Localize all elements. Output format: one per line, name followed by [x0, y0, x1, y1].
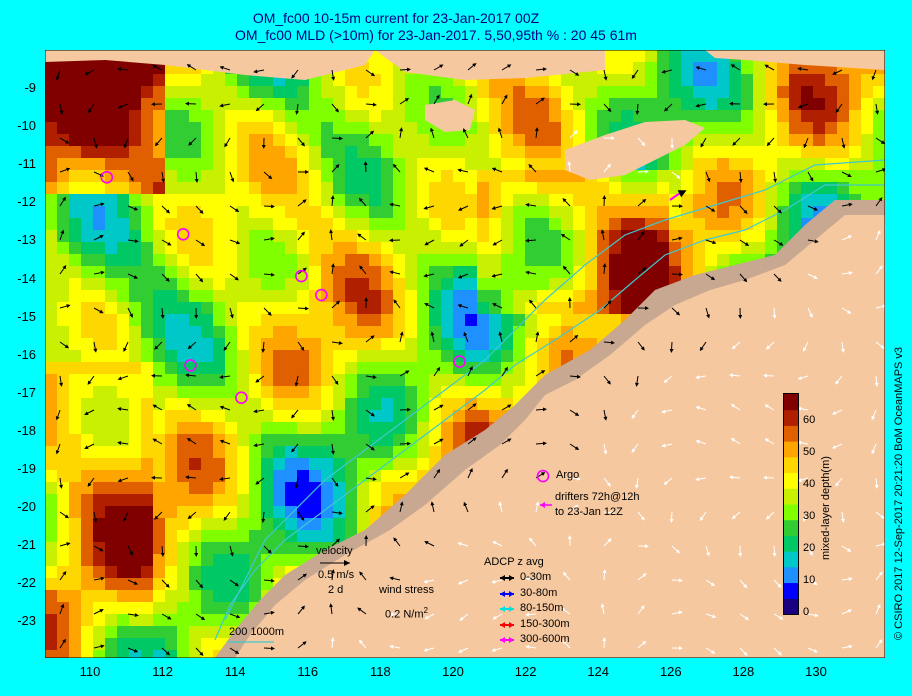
wind-stress-label: wind stress	[379, 584, 435, 596]
colorbar-tick-label: 0	[803, 606, 810, 618]
lon-tick-label: 126	[659, 664, 682, 679]
adcp-legend-label: 300-600m	[520, 633, 570, 645]
ocean-map	[45, 50, 885, 658]
isobath-legend-line	[228, 641, 274, 643]
lon-tick-label: 130	[805, 664, 827, 679]
lon-tick-label: 122	[514, 664, 537, 679]
drifter-legend-line2: to 23-Jan 12Z	[555, 506, 623, 518]
argo-float-marker[interactable]	[315, 288, 328, 302]
adcp-legend-label: 30-80m	[520, 586, 558, 599]
lon-tick-label: 128	[732, 664, 755, 679]
adcp-legend-arrow	[500, 590, 514, 597]
lat-tick-label: -20	[17, 499, 36, 515]
argo-float-marker[interactable]	[176, 228, 190, 241]
lat-tick-label: -16	[17, 346, 36, 362]
velocity-scale: 0.5 m/s	[318, 569, 355, 581]
wind-stress-scale: 0.2 N/m2	[385, 606, 428, 621]
colorbar-tick-label: 30	[803, 510, 816, 522]
argo-float-marker[interactable]	[100, 171, 114, 184]
adcp-legend-arrow	[500, 621, 514, 628]
lat-tick-label: -13	[17, 232, 36, 248]
lon-tick-label: 116	[297, 664, 319, 679]
isobath-lines	[214, 159, 885, 641]
argo-legend-icon	[536, 469, 550, 483]
colorbar-tick-label: 20	[803, 542, 816, 554]
colorbar-tick-label: 50	[803, 446, 816, 458]
java-coast	[45, 50, 375, 80]
lat-tick-label: -11	[18, 156, 36, 172]
lat-tick-label: -9	[24, 80, 36, 95]
lat-tick-label: -15	[17, 308, 36, 324]
adcp-legend-label: 80-150m	[520, 602, 564, 614]
plot-title: OM_fc00 10-15m current for 23-Jan-2017 0…	[252, 10, 540, 26]
adcp-legend-label: 0-30m	[520, 571, 552, 583]
velocity-label: velocity	[316, 545, 353, 557]
eastern-islands	[705, 50, 885, 70]
lon-tick-label: 112	[152, 664, 173, 679]
velocity-time: 2 d	[328, 584, 344, 596]
argo-float-marker[interactable]	[235, 391, 248, 405]
australia	[235, 215, 885, 658]
lat-tick-label: -22	[17, 575, 36, 591]
adcp-legend-title: ADCP z avg	[484, 556, 544, 568]
argo-float-marker[interactable]	[453, 355, 466, 368]
lat-tick-label: -19	[17, 461, 36, 476]
drifter-tracks	[669, 190, 687, 201]
plot-subtitle: OM_fc00 MLD (>10m) for 23-Jan-2017. 5,50…	[235, 27, 637, 43]
colorbar-tick-label: 60	[803, 414, 816, 426]
adcp-legend-arrow	[500, 575, 514, 581]
adcp-legend-arrow	[500, 637, 514, 643]
current-vectors	[55, 63, 885, 657]
adcp-legend-label: 150-300m	[520, 617, 570, 630]
timor-island	[565, 120, 705, 180]
lat-tick-label: -17	[17, 384, 36, 400]
flores-islands	[375, 50, 605, 80]
argo-float-marker[interactable]	[295, 269, 308, 283]
argo-floats	[100, 171, 466, 405]
velocity-scale-arrow	[320, 560, 350, 566]
lat-tick-label: -21	[17, 537, 36, 553]
lat-tick-label: -10	[17, 118, 36, 134]
lat-tick-label: -14	[17, 270, 36, 286]
lon-tick-label: 120	[442, 664, 464, 679]
isobath-label: 200 1000m	[229, 626, 285, 638]
drifter-legend-line1: drifters 72h@12h	[555, 491, 640, 503]
land-mass	[45, 50, 885, 658]
colorbar	[783, 393, 799, 615]
lat-tick-label: -18	[17, 422, 36, 438]
adcp-legend-arrow	[500, 606, 514, 612]
lat-tick-label: -23	[17, 613, 36, 629]
lon-tick-label: 114	[224, 664, 246, 679]
colorbar-title: mixed-layer depth(m)	[820, 456, 832, 560]
lon-tick-label: 118	[370, 664, 391, 679]
lon-tick-label: 124	[587, 664, 610, 679]
sumba-island	[425, 100, 475, 132]
argo-legend-label: Argo	[556, 469, 580, 481]
colorbar-tick-label: 40	[803, 478, 816, 490]
drifter-legend-icon	[540, 502, 552, 508]
colorbar-tick-label: 10	[803, 574, 816, 586]
lon-tick-label: 110	[79, 664, 101, 679]
credit-text: © CSIRO 2017 12-Sep-2017 20:21:20 BoM Oc…	[893, 346, 905, 640]
argo-float-marker[interactable]	[184, 359, 197, 372]
lat-tick-label: -12	[17, 194, 36, 210]
